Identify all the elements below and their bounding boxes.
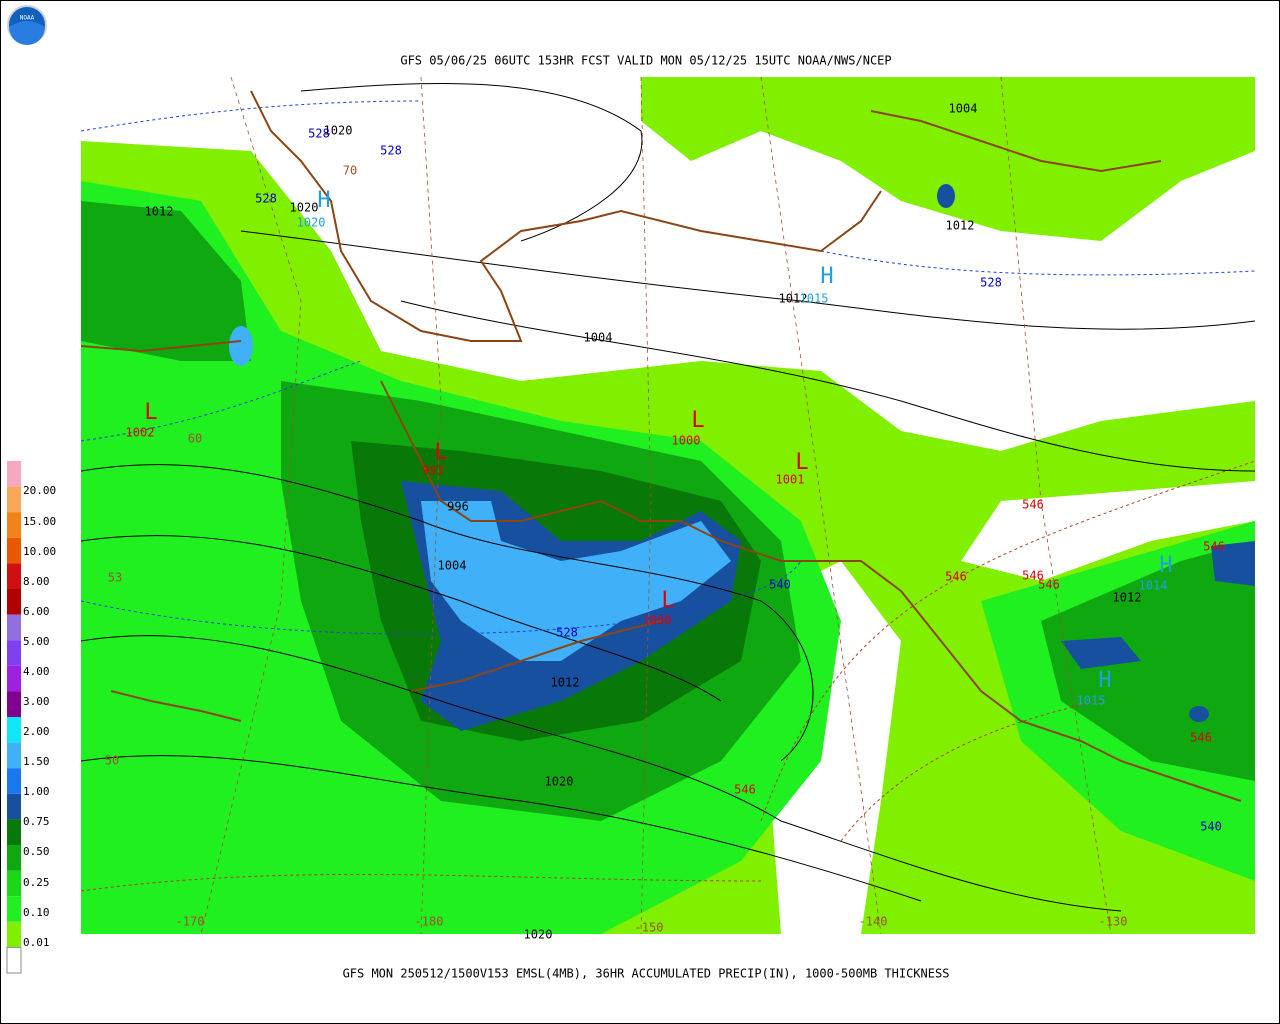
legend-swatch [7, 665, 21, 692]
pressure-center: H [317, 188, 330, 213]
map-label: 546 [1038, 578, 1060, 592]
noaa-logo: NOAA [7, 5, 47, 45]
legend-swatch [6, 946, 22, 974]
map-label: 53 [108, 571, 122, 585]
map-label: 546 [1022, 569, 1044, 583]
map-label: 528 [380, 144, 402, 158]
map-label: 1015 [1077, 694, 1106, 708]
pressure-center: H [1098, 668, 1111, 693]
legend-label: 20.00 [23, 484, 56, 497]
legend-label: 15.00 [23, 515, 56, 528]
map-label: 1020 [297, 216, 326, 230]
map-area: 101210205285285281020H102010041004101210… [81, 77, 1255, 942]
legend-swatch [7, 819, 21, 845]
map-label: 996 [447, 500, 469, 514]
legend-label: 8.00 [23, 575, 50, 588]
map-label: 1001 [776, 473, 805, 487]
legend-swatch [7, 845, 21, 871]
map-label: 1002 [126, 426, 155, 440]
logo-text: NOAA [20, 15, 35, 22]
legend-label: 0.75 [23, 815, 50, 828]
map-label: 1000 [672, 434, 701, 448]
map-label: 1020 [290, 201, 319, 215]
legend-swatch [7, 512, 21, 538]
pressure-center: L [795, 450, 808, 475]
map-label: 1004 [438, 559, 467, 573]
legend-label: 0.01 [23, 936, 50, 949]
map-label: 50 [105, 754, 119, 768]
map-label: 546 [945, 570, 967, 584]
legend-swatch [7, 640, 21, 666]
pressure-center: L [434, 440, 447, 465]
map-label: 528 [255, 192, 277, 206]
map-label: 1004 [949, 102, 978, 116]
pressure-center: L [691, 408, 704, 433]
map-label: 540 [1200, 820, 1222, 834]
legend-label: 6.00 [23, 605, 50, 618]
legend-swatch [7, 742, 21, 769]
map-label: 1020 [324, 124, 353, 138]
map-label: 1014 [1139, 579, 1168, 593]
map-label: 1012 [779, 292, 808, 306]
map-label: 546 [734, 783, 756, 797]
map-label: 1015 [800, 292, 829, 306]
pressure-center: H [1159, 553, 1172, 578]
pressure-center: L [144, 400, 157, 425]
legend-label: 0.50 [23, 845, 50, 858]
map-label: 1020 [545, 775, 574, 789]
map-label: 546 [1190, 731, 1212, 745]
legend-label: 0.10 [23, 906, 50, 919]
legend-label: 0.25 [23, 876, 50, 889]
legend-swatch [7, 691, 21, 717]
map-label: -130 [1099, 915, 1128, 929]
legend-label: 2.00 [23, 725, 50, 738]
map-label: 540 [769, 578, 791, 592]
legend-swatch [7, 486, 21, 513]
map-label: 60 [188, 432, 202, 446]
legend-swatch [7, 717, 21, 743]
legend-swatch [7, 614, 21, 641]
map-label: 528 [308, 127, 330, 141]
map-label: 993 [422, 464, 444, 478]
pressure-center: H [820, 264, 833, 289]
legend-swatch [7, 793, 21, 820]
legend: 20.00 15.00 10.00 8.00 6.00 5.00 4.00 3.00 2.00 1… [6, 461, 56, 974]
map-footer: GFS MON 250512/1500V153 EMSL(4MB), 36HR … [343, 967, 950, 981]
legend-label: 5.00 [23, 635, 50, 648]
legend-swatch [7, 537, 21, 564]
map-label: 546 [1022, 498, 1044, 512]
legend-label: 10.00 [23, 545, 56, 558]
legend-label: 4.00 [23, 665, 50, 678]
legend-swatch [7, 563, 21, 589]
map-label: 70 [343, 164, 357, 178]
legend-swatch [7, 768, 21, 794]
map-label: 1012 [1113, 591, 1142, 605]
map-label: -170 [176, 915, 205, 929]
map-label: 528 [980, 276, 1002, 290]
map-label: 1020 [524, 928, 553, 942]
map-label: 1012 [946, 219, 975, 233]
map-title: GFS 05/06/25 06UTC 153HR FCST VALID MON … [400, 54, 891, 68]
map-label: 1000 [643, 614, 672, 628]
legend-swatch [7, 896, 21, 922]
map-label: 1004 [584, 331, 613, 345]
map-label: -180 [415, 915, 444, 929]
map-label: -150 [635, 921, 664, 935]
map-label: 546 [1203, 540, 1225, 554]
legend-label: 3.00 [23, 695, 50, 708]
map-label: 1012 [145, 205, 174, 219]
map-label: 1012 [551, 676, 580, 690]
map-label: -140 [859, 915, 888, 929]
legend-swatch [7, 870, 21, 897]
legend-swatch [7, 461, 21, 487]
map-label: 528 [556, 626, 578, 640]
legend-label: 1.50 [23, 755, 50, 768]
legend-label: 1.00 [23, 785, 50, 798]
pressure-center: L [661, 588, 674, 613]
legend-swatch [7, 589, 21, 615]
legend-swatch [7, 921, 21, 948]
